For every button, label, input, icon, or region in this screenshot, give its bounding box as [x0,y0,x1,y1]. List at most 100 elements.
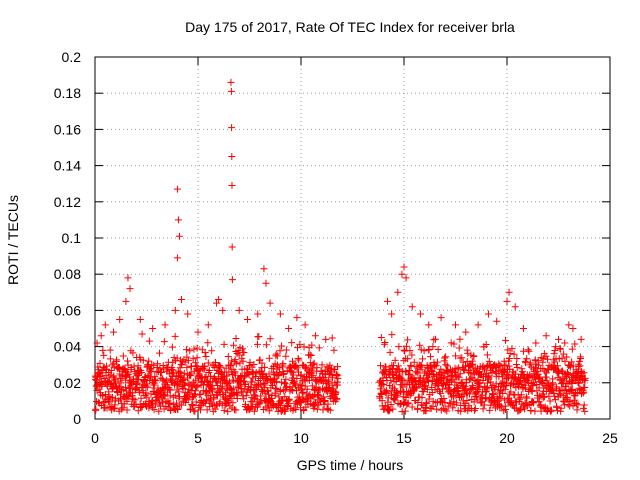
data-point [449,404,457,412]
data-point [137,394,145,402]
data-point [293,364,301,372]
data-point [236,359,244,367]
data-point [305,370,313,378]
data-point [234,347,242,355]
data-point [547,406,555,414]
data-point [178,361,186,369]
data-point [537,407,545,415]
data-point [122,383,130,391]
data-point [105,388,113,396]
data-point [244,369,252,377]
data-point [387,401,395,409]
data-point [467,375,475,383]
data-point [262,341,270,349]
data-point [289,371,297,379]
data-point [266,335,274,343]
data-point [501,385,509,393]
data-point [197,390,205,398]
data-point [171,391,179,399]
data-point [416,310,424,318]
data-point [173,185,181,193]
data-point [550,350,558,358]
data-point [496,404,504,412]
data-point [245,371,253,379]
data-point [505,288,513,296]
data-point [511,303,519,311]
data-point [532,339,540,347]
data-point [282,352,290,360]
data-point [232,335,240,343]
data-point [550,358,558,366]
data-point [452,399,460,407]
data-point [484,310,492,318]
data-point [193,354,201,362]
data-point [493,317,501,325]
data-point [152,376,160,384]
data-point [328,334,336,342]
data-point [452,352,460,360]
data-point [110,328,118,336]
data-point [561,357,569,365]
data-point [414,369,422,377]
data-point [553,362,561,370]
data-point [298,389,306,397]
data-point [175,232,183,240]
data-point [471,406,479,414]
data-point [182,346,190,354]
data-point [425,321,433,329]
data-point [531,356,539,364]
data-point [500,407,508,415]
data-point [377,334,385,342]
data-point [218,383,226,391]
data-point [329,374,337,382]
data-point [499,389,507,397]
data-point [208,387,216,395]
data-point [310,359,318,367]
data-point [171,332,179,340]
data-point [556,345,564,353]
data-point [278,361,286,369]
data-point [276,310,284,318]
data-point [564,370,572,378]
data-point [281,393,289,401]
data-point [574,379,582,387]
data-point [565,321,573,329]
data-point [491,386,499,394]
data-point [265,390,273,398]
data-point [139,356,147,364]
data-point [507,397,515,405]
data-point [501,396,509,404]
data-point [485,374,493,382]
data-point [468,385,476,393]
data-point [250,360,258,368]
data-point [301,321,309,329]
data-point [456,335,464,343]
data-point [276,388,284,396]
data-point [420,388,428,396]
data-point [298,382,306,390]
data-point [469,360,477,368]
data-point [568,385,576,393]
data-point [551,347,559,355]
data-point [98,369,106,377]
data-point [240,348,248,356]
data-point [93,339,101,347]
data-point [398,270,406,278]
data-point [391,396,399,404]
data-point [201,349,209,357]
data-point [189,355,197,363]
x-tick-label: 10 [293,430,309,446]
data-point [183,364,191,372]
data-point [508,345,516,353]
data-point [206,403,214,411]
data-point [553,403,561,411]
data-point [228,124,236,132]
data-point [483,362,491,370]
data-point [414,405,422,413]
data-point [194,328,202,336]
data-point [579,404,587,412]
data-point [455,373,463,381]
data-point [443,407,451,415]
data-point [204,339,212,347]
data-point [307,351,315,359]
